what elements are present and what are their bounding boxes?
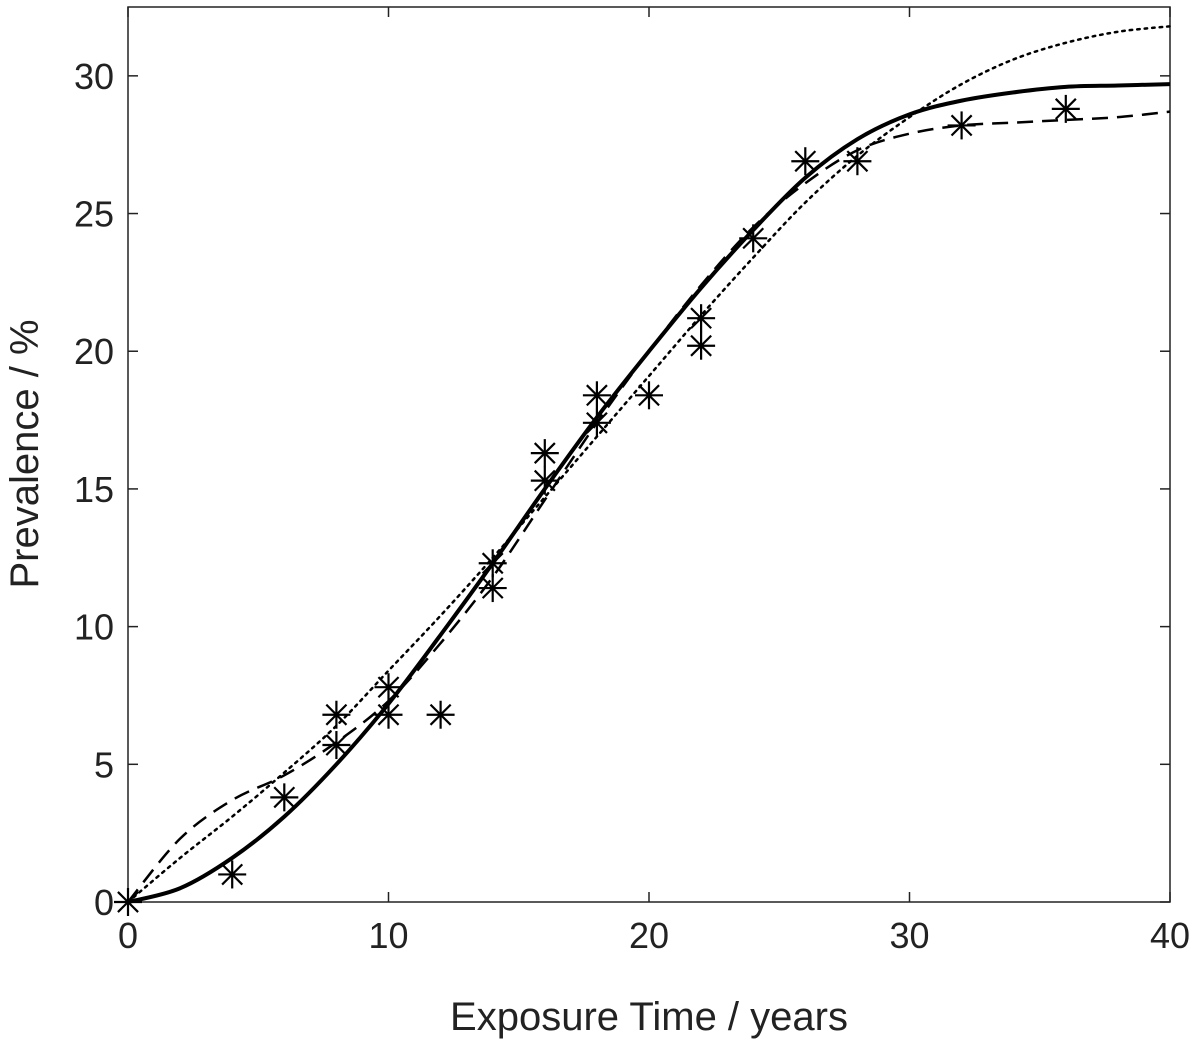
asterisk-stroke [273,786,296,809]
asterisk-stroke [481,577,504,599]
data-point [791,147,820,176]
data-point [478,549,507,578]
solid-fit-line [127,82,1171,904]
data-point [582,381,611,410]
y-tick-label: 15 [74,469,114,510]
data-point [374,700,403,729]
asterisk-stroke [586,384,608,407]
data-point [218,860,247,889]
data-point [530,439,559,468]
asterisk-stroke [690,334,712,357]
data-point [687,331,716,360]
asterisk-stroke [117,891,139,913]
asterisk-stroke [638,384,660,407]
asterisk-stroke [950,114,973,137]
data-point [1051,94,1080,123]
y-tick-label: 25 [74,194,114,235]
y-tick-label: 0 [94,882,114,923]
x-tick-label: 40 [1150,915,1190,956]
asterisk-stroke [481,552,504,575]
data-point [270,783,299,812]
data-point [322,731,351,760]
asterisk-stroke [586,411,608,434]
asterisk-stroke [794,150,817,173]
dashed-fit-line [127,110,1171,903]
y-tick-label: 30 [74,56,114,97]
y-tick-label: 5 [94,744,114,785]
x-tick-label: 20 [629,915,669,956]
asterisk-stroke [1054,98,1077,120]
x-tick-label: 0 [118,915,138,956]
data-point [739,224,768,253]
data-point [687,304,716,333]
data-point [530,466,559,495]
asterisk-stroke [533,469,556,492]
asterisk-stroke [377,676,400,699]
x-tick-label: 10 [368,915,408,956]
x-tick-label: 30 [889,915,929,956]
x-axis-label: Exposure Time / years [450,995,848,1039]
y-axis-label: Prevalence / % [3,319,47,588]
data-points [114,94,1080,916]
asterisk-stroke [742,227,765,250]
data-point [374,673,403,702]
asterisk-stroke [429,703,452,726]
y-tick-label: 10 [74,607,114,648]
asterisk-stroke [325,703,348,726]
axis-ticks: 0 10 20 30 40 0 5 10 15 20 25 30 [74,7,1190,956]
asterisk-stroke [533,442,556,464]
data-point [582,408,611,437]
data-point [843,147,872,176]
asterisk-stroke [690,307,712,330]
data-point [478,574,507,603]
data-point [426,700,455,729]
data-point [635,381,663,410]
asterisk-stroke [325,734,348,756]
asterisk-stroke [846,150,869,173]
data-point [322,700,351,729]
asterisk-stroke [221,863,244,886]
asterisk-stroke [377,703,400,726]
data-point [114,888,142,916]
data-point [947,111,976,140]
y-tick-label: 20 [74,331,114,372]
